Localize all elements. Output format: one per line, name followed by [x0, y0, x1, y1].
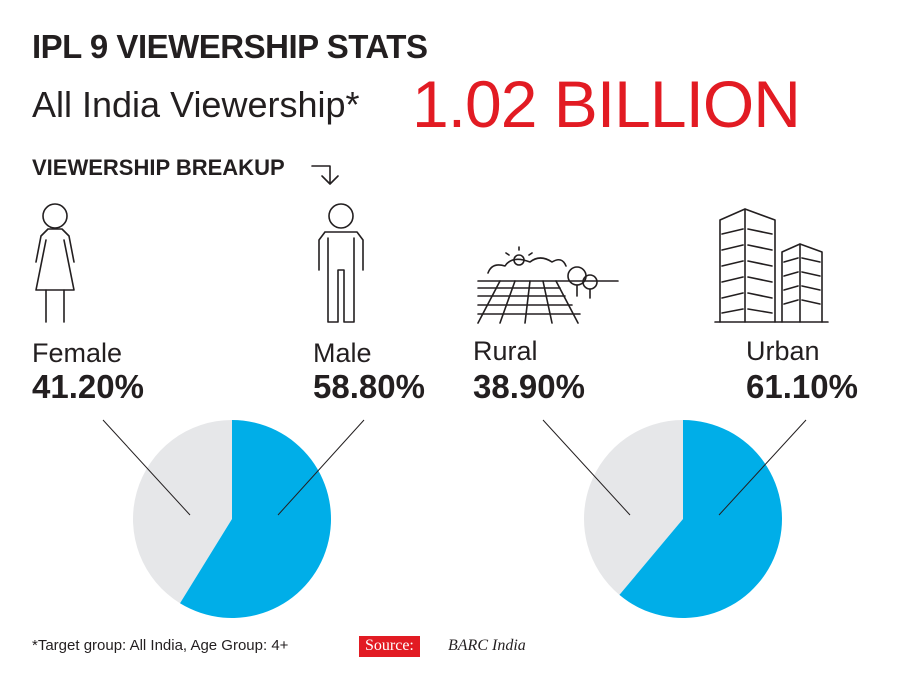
urban-label: Urban	[746, 336, 820, 366]
leader-lines	[102, 419, 807, 516]
source-badge: Source:	[359, 636, 420, 657]
footnote: *Target group: All India, Age Group: 4+	[32, 637, 289, 654]
pie-slice-male	[180, 420, 331, 618]
urban-buildings-icon	[714, 208, 829, 323]
male-percent: 58.80%	[313, 368, 425, 405]
region-pie-chart	[583, 420, 782, 618]
male-label: Male	[313, 338, 372, 368]
source-name: BARC India	[448, 637, 526, 654]
rural-percent: 38.90%	[473, 368, 585, 405]
section-label: VIEWERSHIP BREAKUP	[32, 155, 285, 180]
total-viewership-value: 1.02 BILLION	[412, 67, 801, 141]
female-figure-icon	[35, 203, 75, 323]
urban-percent: 61.10%	[746, 368, 858, 405]
female-percent: 41.20%	[32, 368, 144, 405]
pie-slice-rural	[583, 420, 683, 595]
rural-landscape-icon	[477, 246, 619, 324]
page-title: IPL 9 VIEWERSHIP STATS	[32, 28, 428, 65]
female-label: Female	[32, 338, 123, 368]
pie-slice-female	[132, 420, 232, 604]
subtitle: All India Viewership*	[32, 84, 360, 125]
gender-pie-chart	[132, 420, 331, 618]
rural-leader-line	[542, 419, 631, 516]
urban-leader-line	[718, 419, 807, 516]
pie-slice-urban	[619, 420, 782, 618]
male-figure-icon	[318, 203, 364, 323]
female-leader-line	[102, 419, 191, 516]
male-leader-line	[277, 419, 365, 516]
rural-label: Rural	[473, 336, 538, 366]
down-right-arrow-icon	[311, 165, 339, 185]
